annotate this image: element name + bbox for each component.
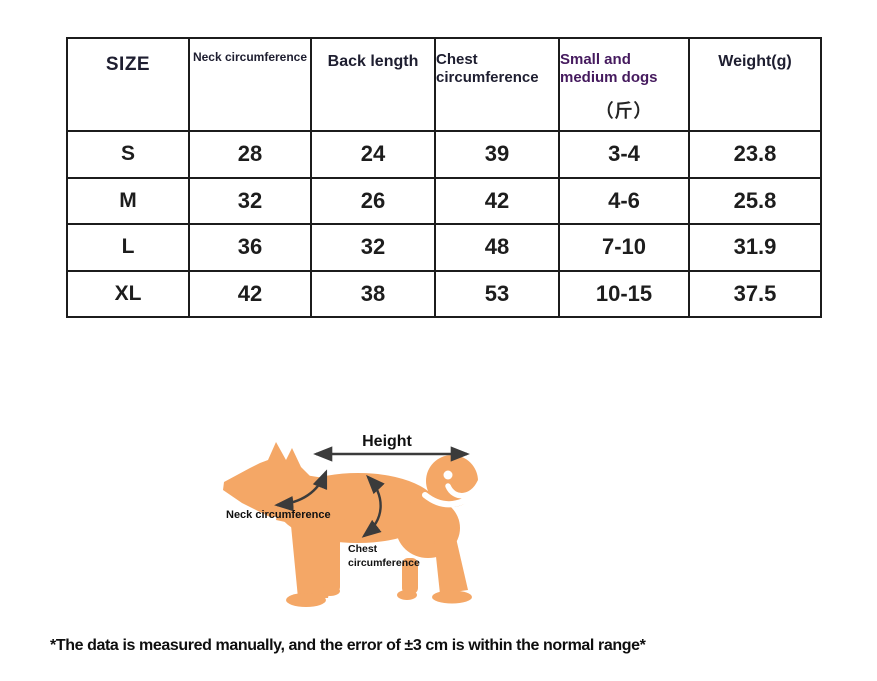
row-label: S — [66, 130, 190, 179]
table-cell: 37.5 — [688, 269, 822, 318]
header-weight-g: Weight(g) — [688, 37, 822, 132]
header-size: SIZE — [66, 37, 190, 132]
row-label: L — [66, 223, 190, 272]
chest-circumference-label-line1: Chest — [348, 543, 378, 555]
header-chest-circumference: Chest circumference — [434, 37, 560, 132]
header-back-length: Back length — [310, 37, 436, 132]
table-cell: 26 — [310, 176, 436, 225]
chest-measure-arc — [361, 474, 385, 538]
table-cell: 32 — [188, 176, 312, 225]
table-cell: 10-15 — [558, 269, 690, 318]
table-cell: 42 — [434, 176, 560, 225]
row-label: M — [66, 176, 190, 225]
header-weight-label: Weight(g) — [718, 53, 792, 70]
dog-silhouette-icon — [223, 442, 478, 607]
dog-measurement-diagram: Height Neck circumference Chest circumfe… — [223, 433, 483, 607]
header-neck-circumference: Neck circumference — [188, 37, 312, 132]
size-table: SIZE Neck circumference Back length Ches… — [66, 37, 822, 318]
neck-circumference-label: Neck circumference — [226, 509, 331, 521]
measurement-tolerance-note: *The data is measured manually, and the … — [50, 637, 646, 654]
header-size-label: SIZE — [105, 54, 151, 75]
table-row-m: M 32 26 42 4-6 25.8 — [66, 176, 822, 225]
table-row-s: S 28 24 39 3-4 23.8 — [66, 130, 822, 179]
header-jin-unit: （斤） — [595, 101, 653, 122]
row-label: XL — [66, 269, 190, 318]
table-cell: 32 — [310, 223, 436, 272]
table-row-xl: XL 42 38 53 10-15 37.5 — [66, 269, 822, 318]
table-cell: 3-4 — [558, 130, 690, 179]
header-neck-label: Neck circumference — [192, 50, 308, 64]
table-cell: 39 — [434, 130, 560, 179]
table-cell: 48 — [434, 223, 560, 272]
chest-circumference-label-line2: circumference — [348, 557, 420, 569]
table-cell: 23.8 — [688, 130, 822, 179]
table-row-l: L 36 32 48 7-10 31.9 — [66, 223, 822, 272]
neck-measure-arc — [274, 469, 328, 512]
header-back-label: Back length — [327, 53, 419, 70]
table-cell: 25.8 — [688, 176, 822, 225]
table-cell: 7-10 — [558, 223, 690, 272]
table-cell: 53 — [434, 269, 560, 318]
table-cell: 31.9 — [688, 223, 822, 272]
table-cell: 42 — [188, 269, 312, 318]
table-cell: 24 — [310, 130, 436, 179]
header-row: SIZE Neck circumference Back length Ches… — [66, 37, 822, 132]
height-label: Height — [362, 433, 412, 450]
table-cell: 36 — [188, 223, 312, 272]
table-cell: 4-6 — [558, 176, 690, 225]
header-chest-label: Chest circumference — [436, 51, 539, 86]
tail-curl-groove — [422, 470, 483, 508]
table-cell: 28 — [188, 130, 312, 179]
header-dog-weight-jin: Small and medium dogs （斤） — [558, 37, 690, 132]
header-dog-weight-label: Small and medium dogs — [560, 51, 658, 86]
table-cell: 38 — [310, 269, 436, 318]
